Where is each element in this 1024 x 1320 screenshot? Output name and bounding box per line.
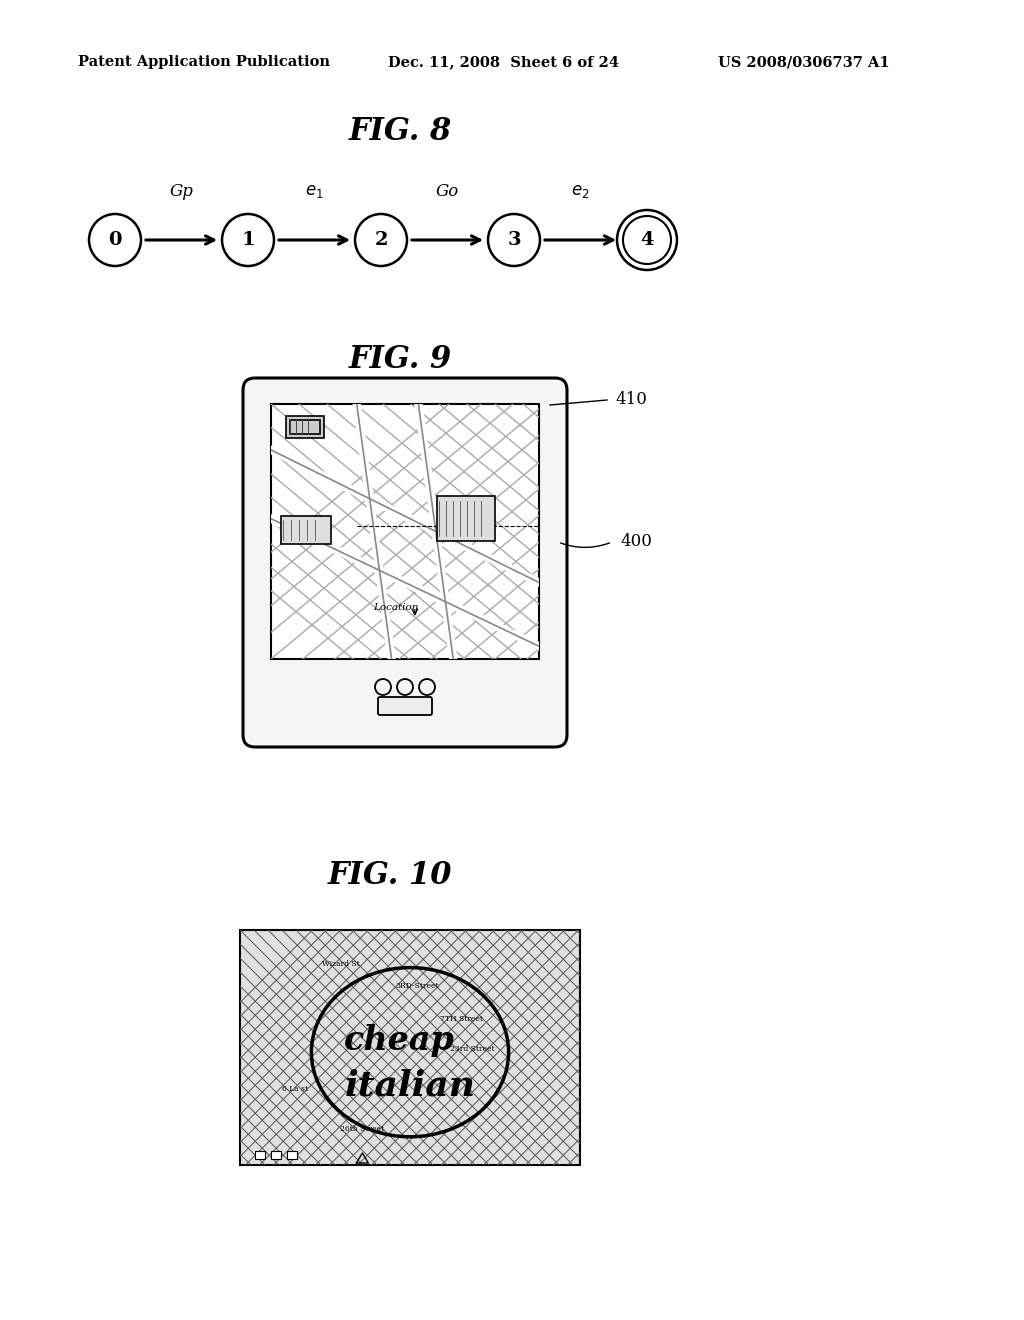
- Text: cheap: cheap: [344, 1024, 456, 1057]
- Text: 26th Street: 26th Street: [340, 1125, 384, 1133]
- Bar: [240, 931, 580, 1166]
- Text: FIG. 10: FIG. 10: [328, 859, 453, 891]
- FancyBboxPatch shape: [286, 416, 324, 438]
- FancyBboxPatch shape: [281, 516, 331, 544]
- Bar: [255, 1151, 265, 1159]
- Text: Location: Location: [373, 603, 418, 612]
- Text: 3: 3: [507, 231, 521, 249]
- Text: 1: 1: [241, 231, 255, 249]
- Text: $e_2$: $e_2$: [571, 183, 590, 201]
- Text: 23rd Street: 23rd Street: [450, 1045, 495, 1053]
- FancyBboxPatch shape: [290, 420, 319, 434]
- Text: 400: 400: [620, 533, 652, 550]
- Text: Go: Go: [436, 183, 459, 201]
- FancyBboxPatch shape: [271, 404, 539, 659]
- Text: 3RD-Street: 3RD-Street: [395, 982, 438, 990]
- Text: Dec. 11, 2008  Sheet 6 of 24: Dec. 11, 2008 Sheet 6 of 24: [388, 55, 618, 69]
- FancyBboxPatch shape: [243, 378, 567, 747]
- Text: Wizard St: Wizard St: [322, 960, 359, 968]
- Text: 0: 0: [109, 231, 122, 249]
- Text: 6 La st: 6 La st: [282, 1085, 308, 1093]
- FancyBboxPatch shape: [437, 496, 496, 541]
- Text: FIG. 8: FIG. 8: [348, 116, 452, 148]
- Text: italian: italian: [344, 1068, 475, 1102]
- Text: 7TH Street: 7TH Street: [440, 1015, 483, 1023]
- Text: Gp: Gp: [170, 183, 194, 201]
- Text: 4: 4: [640, 231, 653, 249]
- Text: FIG. 9: FIG. 9: [348, 345, 452, 375]
- Bar: [271, 1151, 281, 1159]
- FancyBboxPatch shape: [378, 697, 432, 715]
- Text: $e_1$: $e_1$: [305, 183, 324, 201]
- Text: 410: 410: [615, 392, 647, 408]
- Text: 2: 2: [374, 231, 388, 249]
- Text: Patent Application Publication: Patent Application Publication: [78, 55, 330, 69]
- Bar: [287, 1151, 297, 1159]
- Text: US 2008/0306737 A1: US 2008/0306737 A1: [718, 55, 890, 69]
